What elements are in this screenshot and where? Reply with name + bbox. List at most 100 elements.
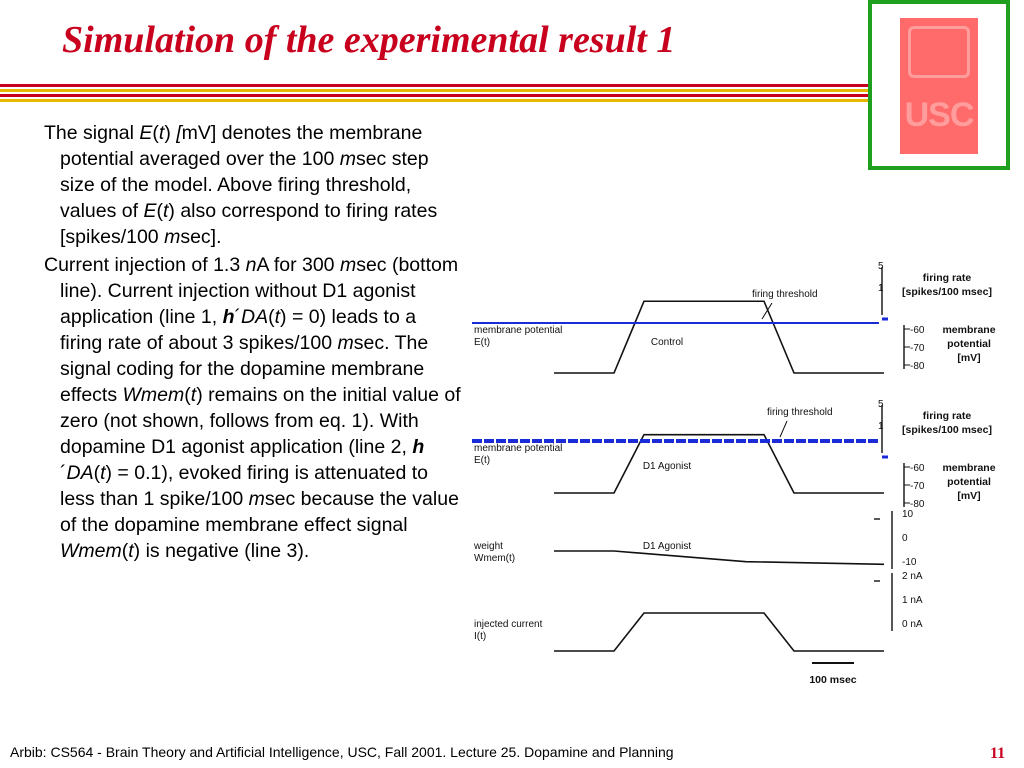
text-run: t: [128, 540, 134, 562]
text-run: sec (bottom line). Current injection wit…: [60, 254, 459, 328]
threshold-arrow: [779, 420, 788, 438]
text-run: t: [190, 384, 197, 406]
text-run: h: [222, 306, 235, 328]
text-run: Wmem: [122, 384, 185, 406]
footer-citation: Arbib: CS564 - Brain Theory and Artifici…: [10, 744, 674, 760]
mv-axis-label: [mV]: [957, 490, 980, 502]
rate-tick: 5: [878, 399, 884, 410]
rate-axis-label: [spikes/100 msec]: [902, 424, 992, 436]
text-run: n: [245, 254, 257, 276]
text-run: t: [274, 306, 281, 328]
signal-label: E(t): [474, 455, 490, 466]
side-axis-tick-label: 1 nA: [902, 595, 923, 606]
text-run: E: [139, 122, 153, 144]
text-run: (: [152, 122, 159, 144]
text-run: m: [339, 148, 356, 170]
mv-tick: -70: [910, 481, 925, 492]
threshold-label: firing threshold: [767, 407, 833, 418]
mv-axis-label: potential: [947, 338, 991, 350]
condition-label: D1 Agonist: [643, 461, 692, 472]
text-run: m: [164, 226, 181, 248]
text-run: sec because the value of the dopamine me…: [60, 488, 459, 536]
text-run: ) also correspond to firing rates [spike…: [60, 200, 438, 248]
side-axis-tick-label: 2 nA: [902, 571, 923, 582]
text-run: DA: [241, 306, 269, 328]
logo-text: USC: [904, 96, 975, 134]
text-run: t: [158, 122, 165, 144]
signal-label: I(t): [474, 631, 486, 642]
text-run: ) = 0.1), evoked firing is attenuated to…: [60, 462, 428, 510]
text-run: (: [93, 462, 101, 484]
usc-logo: USC: [900, 18, 978, 154]
scale-bar-label: 100 msec: [809, 674, 856, 686]
mv-tick: -80: [910, 499, 925, 510]
mv-axis-label: potential: [947, 476, 991, 488]
stripe: [0, 94, 868, 97]
text-run: E: [143, 200, 157, 222]
title-underline-stripes: [0, 84, 868, 104]
mv-tick: -60: [910, 325, 925, 336]
rate-tick: 5: [878, 261, 884, 272]
rate-axis-label: [spikes/100 msec]: [902, 286, 992, 298]
signal-label: membrane potential: [474, 443, 562, 454]
signal-label: E(t): [474, 337, 490, 348]
stripe: [0, 89, 868, 92]
text-run: ) is negative (line 3).: [133, 540, 310, 562]
trace-d1_agonist: [554, 433, 884, 494]
text-run: t: [100, 462, 106, 484]
condition-label: D1 Agonist: [643, 541, 692, 552]
text-run: m: [337, 332, 354, 354]
trace-current: [554, 612, 884, 652]
text-run: (: [268, 306, 275, 328]
text-run: ): [164, 122, 177, 144]
trace-control: [554, 300, 884, 374]
rate-axis-label: firing rate: [923, 272, 972, 284]
condition-label: Control: [651, 337, 683, 348]
mv-tick: -60: [910, 463, 925, 474]
side-axis-tick-label: 10: [902, 509, 914, 520]
text-run: (: [184, 384, 191, 406]
side-axis-tick-label: 0 nA: [902, 619, 923, 630]
rate-axis-label: firing rate: [923, 410, 972, 422]
mv-axis-label: membrane: [942, 462, 995, 474]
usc-logo-frame: USC: [868, 0, 1010, 170]
signal-label: injected current: [474, 619, 543, 630]
slide-title: Simulation of the experimental result 1: [62, 19, 676, 61]
rate-tick: 1: [878, 283, 884, 294]
text-run: Wmem: [60, 540, 122, 562]
page-number: 11: [990, 745, 1006, 762]
stripe: [0, 99, 868, 102]
text-run: sec. The signal coding for the dopamine …: [60, 332, 429, 406]
paragraph-current-injection: Current injection of 1.3 nA for 300 msec…: [44, 252, 462, 564]
text-run: A for 300: [256, 254, 340, 276]
text-run: The signal: [44, 122, 140, 144]
trace-weight: [554, 550, 885, 566]
body-text: The signal E(t) [mV] denotes the membran…: [44, 120, 462, 760]
paragraph-signal-definition: The signal E(t) [mV] denotes the membran…: [44, 120, 462, 250]
text-run: mV] denotes the membrane potential avera…: [60, 122, 423, 170]
text-run: (: [156, 200, 163, 222]
side-axis-tick-label: -10: [902, 557, 917, 568]
text-run: ) remains on the initial value of zero (…: [60, 384, 461, 458]
mv-tick: -70: [910, 343, 925, 354]
text-run: h: [412, 436, 425, 458]
plot-area: [472, 267, 910, 664]
text-run: sec step size of the model. Above firing…: [60, 148, 429, 222]
text-run: t: [162, 200, 169, 222]
mv-tick: -80: [910, 361, 925, 372]
mv-axis-label: [mV]: [957, 352, 980, 364]
rate-tick: 1: [878, 421, 884, 432]
text-run: m: [339, 254, 357, 276]
stripe: [0, 84, 868, 87]
logo-emblem: [908, 26, 970, 78]
text-run: ) = 0) leads to a firing rate of about 3…: [60, 306, 417, 354]
signal-label: Wmem(t): [474, 553, 515, 564]
text-run: [: [176, 122, 182, 144]
text-run: DA: [66, 462, 94, 484]
text-run: ´: [60, 462, 67, 484]
text-run: Current injection of 1.3: [44, 254, 246, 276]
text-run: m: [248, 488, 265, 510]
text-run: ´: [234, 306, 242, 328]
threshold-label: firing threshold: [752, 289, 818, 300]
